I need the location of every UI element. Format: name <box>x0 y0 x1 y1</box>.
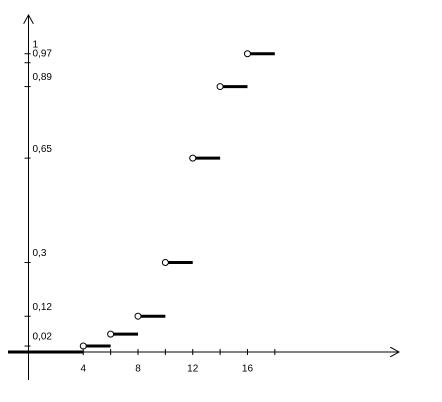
open-point <box>216 83 224 91</box>
x-tick-label: 16 <box>242 364 254 375</box>
open-point <box>134 312 142 320</box>
open-point <box>107 330 115 338</box>
open-point <box>243 50 251 58</box>
y-tick-label: 0,02 <box>33 332 53 343</box>
open-point <box>189 154 197 162</box>
x-tick-label: 12 <box>187 364 199 375</box>
open-point <box>161 259 169 267</box>
x-tick-label: 4 <box>80 364 86 375</box>
open-point <box>79 342 87 350</box>
y-tick-label: 1 <box>33 39 39 50</box>
y-tick-label: 0,12 <box>33 302 53 313</box>
y-tick-label: 0,89 <box>33 72 53 83</box>
y-tick-label: 0,65 <box>33 144 53 155</box>
x-tick-label: 8 <box>135 364 141 375</box>
y-tick-label: 0,97 <box>33 48 53 59</box>
y-tick-label: 0,3 <box>33 248 47 259</box>
